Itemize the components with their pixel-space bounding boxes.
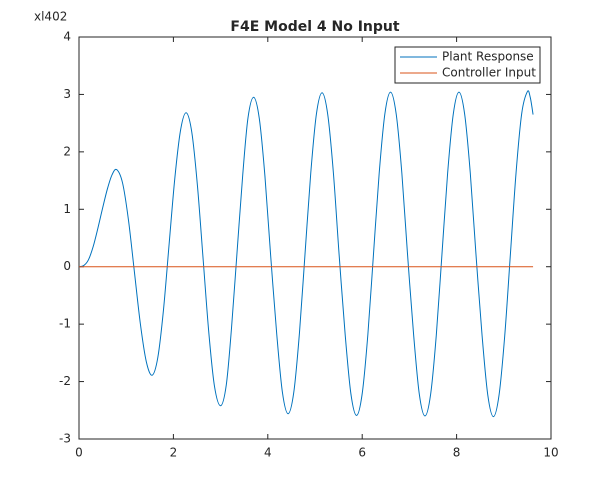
y-tick-label: -1 [59,317,71,331]
legend-label: Controller Input [442,66,536,80]
axis-exponent: xl402 [34,10,67,24]
y-tick-label: 2 [63,144,71,158]
legend-label: Plant Response [442,50,534,64]
x-tick-label: 4 [264,446,272,460]
x-tick-label: 0 [75,446,83,460]
y-tick-label: -2 [59,374,71,388]
legend-box [394,46,541,84]
plot-frame [78,36,552,440]
y-tick-label: 1 [63,202,71,216]
x-tick-label: 8 [453,446,461,460]
chart-title: F4E Model 4 No Input [230,19,399,35]
series-line [78,90,534,418]
x-tick-label: 6 [358,446,366,460]
y-tick-label: 0 [63,259,71,273]
x-tick-label: 2 [170,446,178,460]
y-tick-label: -3 [59,432,71,446]
y-tick-label: 4 [63,30,71,44]
x-tick-label: 10 [543,446,558,460]
y-tick-label: 3 [63,87,71,101]
